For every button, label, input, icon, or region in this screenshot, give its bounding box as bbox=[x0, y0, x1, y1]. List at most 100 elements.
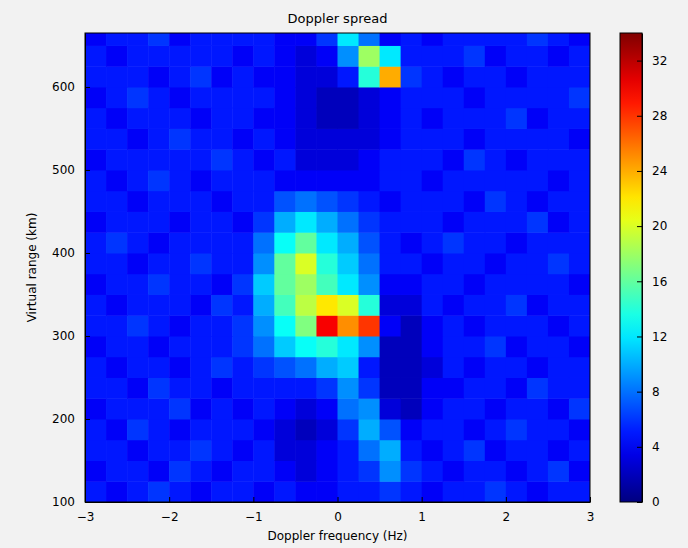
cell bbox=[148, 33, 170, 46]
cell bbox=[232, 170, 254, 191]
cell bbox=[190, 191, 212, 212]
cell bbox=[127, 33, 149, 46]
cell bbox=[274, 336, 296, 357]
cell bbox=[338, 481, 360, 502]
cell bbox=[85, 294, 107, 315]
cell bbox=[253, 460, 275, 481]
cell bbox=[548, 128, 570, 149]
cell bbox=[338, 211, 360, 232]
cell bbox=[148, 336, 170, 357]
cell bbox=[338, 33, 360, 46]
tick-label: 1 bbox=[418, 510, 426, 524]
tick-mark bbox=[85, 170, 90, 171]
cell bbox=[569, 232, 590, 253]
cell bbox=[422, 460, 444, 481]
cell bbox=[211, 33, 233, 46]
cell bbox=[527, 336, 549, 357]
cell bbox=[169, 336, 191, 357]
cell bbox=[380, 460, 402, 481]
cell bbox=[380, 294, 402, 315]
cell bbox=[548, 170, 570, 191]
cell bbox=[316, 481, 338, 502]
cell bbox=[148, 419, 170, 440]
cell bbox=[506, 398, 528, 419]
cell bbox=[443, 336, 465, 357]
cell bbox=[338, 66, 360, 87]
cell bbox=[253, 357, 275, 378]
cell bbox=[569, 315, 590, 336]
cell bbox=[338, 253, 360, 274]
cell bbox=[106, 128, 128, 149]
cell bbox=[527, 211, 549, 232]
cell bbox=[548, 419, 570, 440]
cell bbox=[190, 398, 212, 419]
cell bbox=[295, 377, 317, 398]
cell bbox=[443, 357, 465, 378]
cell bbox=[506, 149, 528, 170]
cell bbox=[527, 232, 549, 253]
cell bbox=[316, 336, 338, 357]
cell bbox=[295, 253, 317, 274]
cell bbox=[232, 460, 254, 481]
cell bbox=[274, 170, 296, 191]
cell bbox=[401, 253, 423, 274]
tick-mark bbox=[85, 253, 90, 254]
cell bbox=[85, 211, 107, 232]
cell bbox=[232, 232, 254, 253]
tick: 400 bbox=[52, 246, 90, 260]
cell bbox=[253, 294, 275, 315]
cell bbox=[232, 211, 254, 232]
cell bbox=[401, 191, 423, 212]
cell bbox=[548, 377, 570, 398]
cell bbox=[485, 128, 507, 149]
cell bbox=[569, 357, 590, 378]
cell bbox=[127, 419, 149, 440]
cell bbox=[274, 357, 296, 378]
cell bbox=[548, 460, 570, 481]
cell bbox=[85, 191, 107, 212]
cell bbox=[211, 460, 233, 481]
cell bbox=[253, 211, 275, 232]
cell bbox=[274, 33, 296, 46]
cell bbox=[211, 128, 233, 149]
tick-mark bbox=[422, 497, 423, 502]
cell bbox=[274, 45, 296, 66]
cell bbox=[106, 87, 128, 108]
cell bbox=[295, 481, 317, 502]
cell bbox=[316, 66, 338, 87]
cell bbox=[274, 191, 296, 212]
cell bbox=[148, 253, 170, 274]
cell bbox=[106, 253, 128, 274]
cell bbox=[274, 315, 296, 336]
tick: 3 bbox=[587, 497, 595, 524]
cell bbox=[401, 170, 423, 191]
cell bbox=[401, 315, 423, 336]
cell bbox=[359, 33, 381, 46]
cell bbox=[85, 149, 107, 170]
cell bbox=[359, 149, 381, 170]
cell bbox=[380, 211, 402, 232]
cell bbox=[169, 128, 191, 149]
cell bbox=[127, 87, 149, 108]
cell bbox=[527, 149, 549, 170]
cell bbox=[274, 398, 296, 419]
cell bbox=[85, 398, 107, 419]
cell bbox=[443, 460, 465, 481]
cell bbox=[401, 481, 423, 502]
cell bbox=[169, 274, 191, 295]
cell bbox=[401, 33, 423, 46]
cell bbox=[295, 87, 317, 108]
cell bbox=[548, 191, 570, 212]
cell bbox=[548, 87, 570, 108]
cell bbox=[295, 294, 317, 315]
cell bbox=[401, 398, 423, 419]
cell bbox=[359, 191, 381, 212]
cell bbox=[316, 419, 338, 440]
tick: 28 bbox=[637, 109, 667, 123]
cell bbox=[127, 108, 149, 129]
tick-mark bbox=[637, 61, 642, 62]
cell bbox=[380, 33, 402, 46]
cell bbox=[485, 191, 507, 212]
cell bbox=[485, 419, 507, 440]
cell bbox=[380, 398, 402, 419]
